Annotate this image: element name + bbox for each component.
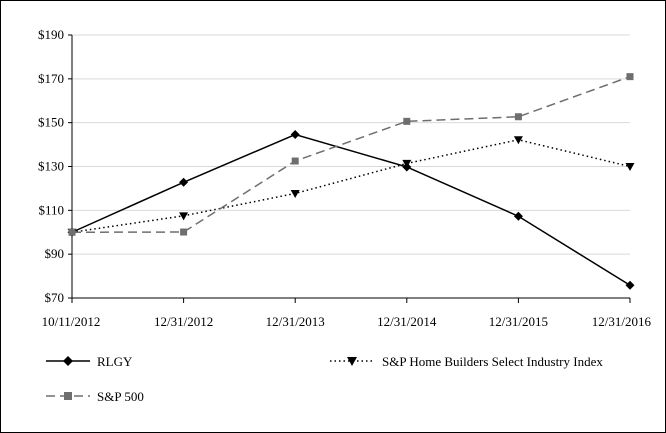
data-point bbox=[290, 130, 300, 140]
x-tick-label: 12/31/2012 bbox=[154, 314, 213, 329]
data-point bbox=[626, 73, 634, 81]
legend-label-home-builders: S&P Home Builders Select Industry Index bbox=[382, 354, 603, 369]
y-tick-label: $150 bbox=[38, 115, 64, 130]
x-tick-labels: 10/11/2012 12/31/2012 12/31/2013 12/31/2014… bbox=[42, 298, 652, 329]
series-line bbox=[71, 133, 631, 286]
legend-marker-square bbox=[64, 392, 72, 400]
series bbox=[67, 73, 635, 290]
series-line bbox=[71, 138, 631, 233]
y-tick-label: $90 bbox=[45, 246, 65, 261]
data-point bbox=[513, 136, 523, 145]
data-point bbox=[68, 228, 76, 236]
data-point bbox=[402, 159, 412, 168]
gridlines bbox=[72, 34, 630, 255]
legend-marker-diamond bbox=[63, 356, 73, 366]
data-point bbox=[291, 157, 299, 165]
series-2 bbox=[68, 73, 634, 236]
y-tick-label: $170 bbox=[38, 71, 64, 86]
x-tick-label: 12/31/2013 bbox=[266, 314, 325, 329]
y-tick-labels: $70 $90 $110 $130 $150 $170 $190 bbox=[38, 27, 72, 305]
data-point bbox=[179, 212, 189, 221]
series-line bbox=[71, 75, 631, 233]
x-tick-label: 10/11/2012 bbox=[42, 314, 101, 329]
legend: RLGY S&P Home Builders Select Industry I… bbox=[46, 354, 603, 404]
series-0 bbox=[67, 130, 635, 290]
data-point bbox=[403, 117, 411, 125]
data-point bbox=[513, 211, 523, 221]
y-tick-label: $130 bbox=[38, 159, 64, 174]
x-tick-label: 12/31/2016 bbox=[592, 314, 652, 329]
legend-item-home-builders: S&P Home Builders Select Industry Index bbox=[330, 354, 603, 369]
data-point bbox=[625, 280, 635, 290]
legend-item-sp500: S&P 500 bbox=[46, 389, 144, 404]
x-tick-label: 12/31/2014 bbox=[377, 314, 437, 329]
x-tick-label: 12/31/2015 bbox=[489, 314, 548, 329]
data-point bbox=[625, 163, 635, 171]
legend-marker-triangle bbox=[347, 357, 357, 366]
y-tick-label: $70 bbox=[45, 290, 65, 305]
data-point bbox=[180, 228, 188, 236]
y-tick-label: $190 bbox=[38, 27, 64, 42]
y-tick-label: $110 bbox=[38, 202, 64, 217]
legend-label-sp500: S&P 500 bbox=[97, 389, 144, 404]
data-point bbox=[179, 177, 189, 187]
legend-item-rlgy: RLGY bbox=[46, 354, 133, 369]
data-point bbox=[290, 189, 300, 198]
legend-label-rlgy: RLGY bbox=[97, 354, 133, 369]
data-point bbox=[514, 113, 522, 121]
